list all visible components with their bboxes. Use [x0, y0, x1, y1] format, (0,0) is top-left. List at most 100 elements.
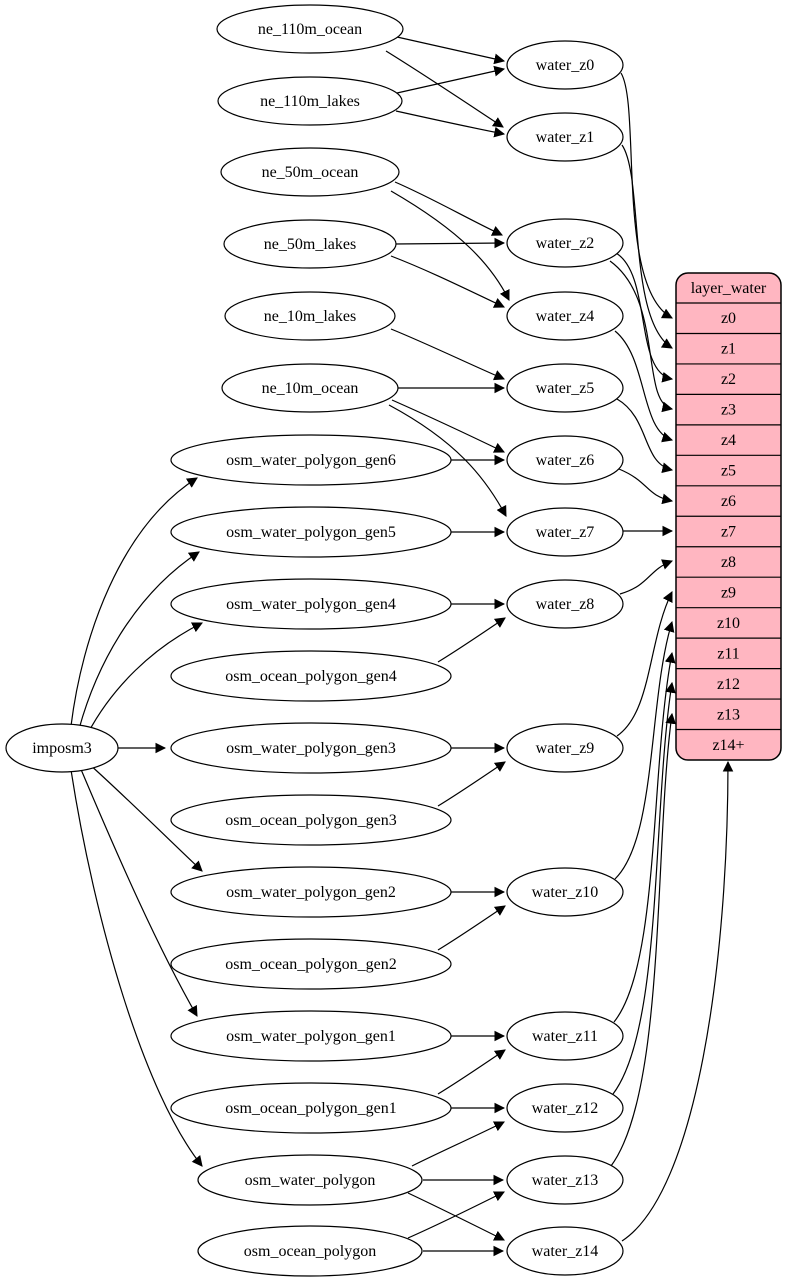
node-osm_water_polygon_gen1 — [170, 1010, 452, 1062]
node-water_z6 — [506, 435, 624, 485]
node-water_z9 — [506, 723, 624, 773]
table-row-z14+: z14+ — [712, 737, 744, 754]
node-label-osm_ocean_polygon: osm_ocean_polygon — [244, 1243, 376, 1260]
node-ne_10m_ocean — [221, 363, 399, 413]
edge-ne_110m_ocean-water_z0 — [396, 36, 506, 65]
node-label-water_z13: water_z13 — [532, 1172, 599, 1189]
edge-water_z2-row_z3 — [609, 260, 674, 413]
edge-water_z2-row_z2 — [615, 252, 674, 383]
edge-ne_50m_ocean-water_z4 — [390, 190, 510, 301]
edge-water_z4-row_z4 — [614, 330, 674, 443]
node-label-osm_ocean_polygon_gen2: osm_ocean_polygon_gen2 — [225, 956, 397, 973]
edge-water_z6-row_z6 — [618, 468, 674, 505]
edge-imposm3-osm_water_polygon_gen6 — [70, 477, 198, 727]
node-label-water_z12: water_z12 — [532, 1100, 599, 1117]
edge-water_z5-row_z5 — [616, 398, 674, 474]
node-water_z12 — [506, 1083, 624, 1133]
edge-water_z8-row_z8 — [619, 559, 674, 595]
node-osm_water_polygon — [197, 1154, 423, 1206]
table-row-z11: z11 — [717, 645, 740, 662]
table-row-z12: z12 — [717, 676, 740, 693]
edge-water_z13-row_z13 — [610, 712, 677, 1167]
edge-water_z10-row_z10 — [614, 620, 675, 880]
node-label-water_z1: water_z1 — [536, 129, 595, 146]
node-label-water_z10: water_z10 — [532, 884, 599, 901]
node-label-water_z6: water_z6 — [536, 452, 595, 469]
node-osm_ocean_polygon — [197, 1225, 423, 1277]
node-label-ne_110m_lakes: ne_110m_lakes — [260, 93, 360, 110]
node-ne_10m_lakes — [224, 291, 396, 341]
node-water_z1 — [506, 112, 624, 162]
node-osm_water_polygon_gen4 — [170, 578, 452, 630]
node-ne_110m_lakes — [217, 76, 403, 126]
edge-ne_50m_ocean-water_z2 — [394, 181, 503, 236]
node-label-osm_water_polygon_gen2: osm_water_polygon_gen2 — [226, 884, 396, 901]
table-row-z3: z3 — [721, 402, 736, 419]
edge-ne_110m_lakes-water_z0 — [396, 65, 506, 94]
node-osm_water_polygon_gen6 — [170, 434, 452, 486]
edge-osm_ocean_polygon_gen3-water_z9 — [437, 761, 506, 807]
edge-ne_10m_ocean-water_z7 — [388, 404, 507, 517]
edge-ne_10m_lakes-water_z5 — [390, 328, 505, 381]
node-label-osm_water_polygon_gen3: osm_water_polygon_gen3 — [226, 740, 396, 757]
edge-ne_50m_lakes-water_z2 — [393, 237, 506, 249]
node-water_z13 — [506, 1155, 624, 1205]
node-osm_water_polygon_gen3 — [170, 722, 452, 774]
node-osm_ocean_polygon_gen3 — [170, 794, 452, 846]
node-label-osm_water_polygon_gen6: osm_water_polygon_gen6 — [226, 452, 396, 469]
node-label-imposm3: imposm3 — [32, 740, 92, 757]
node-label-water_z11: water_z11 — [532, 1028, 598, 1045]
node-water_z4 — [506, 291, 624, 341]
table-row-z4: z4 — [721, 432, 736, 449]
edge-osm_water_polygon-water_z12 — [411, 1121, 505, 1167]
table-row-z1: z1 — [721, 341, 736, 358]
edge-osm_water_polygon-water_z14 — [407, 1192, 505, 1241]
node-water_z11 — [506, 1011, 624, 1061]
edge-ne_10m_ocean-water_z6 — [391, 399, 505, 453]
node-osm_ocean_polygon_gen4 — [170, 650, 452, 702]
edge-osm_ocean_polygon_gen4-water_z8 — [437, 617, 506, 663]
edge-imposm3-osm_water_polygon_gen2 — [87, 762, 203, 872]
edge-water_z1-row_z1 — [621, 144, 673, 349]
node-label-osm_ocean_polygon_gen4: osm_ocean_polygon_gen4 — [225, 668, 397, 685]
edge-imposm3-osm_water_polygon — [70, 769, 203, 1167]
node-label-water_z8: water_z8 — [536, 596, 595, 613]
node-water_z0 — [506, 40, 624, 90]
node-label-water_z0: water_z0 — [536, 57, 595, 74]
edge-imposm3-osm_water_polygon_gen1 — [79, 766, 198, 1017]
node-label-water_z4: water_z4 — [536, 308, 595, 325]
node-water_z7 — [506, 507, 624, 557]
node-osm_ocean_polygon_gen2 — [170, 938, 452, 990]
edge-water_z0-row_z0 — [620, 72, 673, 319]
node-label-water_z14: water_z14 — [532, 1243, 599, 1260]
node-label-osm_water_polygon_gen4: osm_water_polygon_gen4 — [226, 596, 396, 613]
edge-ne_110m_ocean-water_z1 — [385, 50, 504, 128]
node-water_z2 — [506, 218, 624, 268]
edge-osm_ocean_polygon_gen2-water_z10 — [437, 905, 506, 951]
edge-ne_110m_lakes-water_z1 — [395, 110, 506, 138]
table-row-z0: z0 — [721, 310, 736, 327]
node-label-water_z7: water_z7 — [536, 524, 595, 541]
edge-water_z12-row_z12 — [612, 681, 676, 1095]
node-water_z8 — [506, 579, 624, 629]
node-osm_ocean_polygon_gen1 — [170, 1082, 452, 1134]
node-water_z10 — [506, 867, 624, 917]
edge-water_z9-row_z9 — [616, 591, 673, 737]
node-label-osm_water_polygon_gen5: osm_water_polygon_gen5 — [226, 524, 396, 541]
edge-osm_ocean_polygon-water_z13 — [407, 1191, 505, 1239]
node-label-ne_10m_ocean: ne_10m_ocean — [262, 380, 359, 397]
node-label-ne_50m_ocean: ne_50m_ocean — [262, 164, 359, 181]
node-label-osm_ocean_polygon_gen1: osm_ocean_polygon_gen1 — [225, 1100, 397, 1117]
node-ne_50m_lakes — [223, 219, 397, 269]
table-row-z10: z10 — [717, 615, 740, 632]
table-row-z7: z7 — [721, 524, 736, 541]
node-label-osm_water_polygon: osm_water_polygon — [245, 1172, 376, 1189]
edge-imposm3-osm_water_polygon_gen4 — [87, 622, 203, 734]
edge-water_z14-row_z14+ — [621, 760, 734, 1242]
layer-water-table-title: layer_water — [691, 280, 767, 297]
edge-imposm3-osm_water_polygon_gen5 — [78, 551, 200, 730]
table-row-z6: z6 — [721, 493, 736, 510]
table-row-z9: z9 — [721, 584, 736, 601]
